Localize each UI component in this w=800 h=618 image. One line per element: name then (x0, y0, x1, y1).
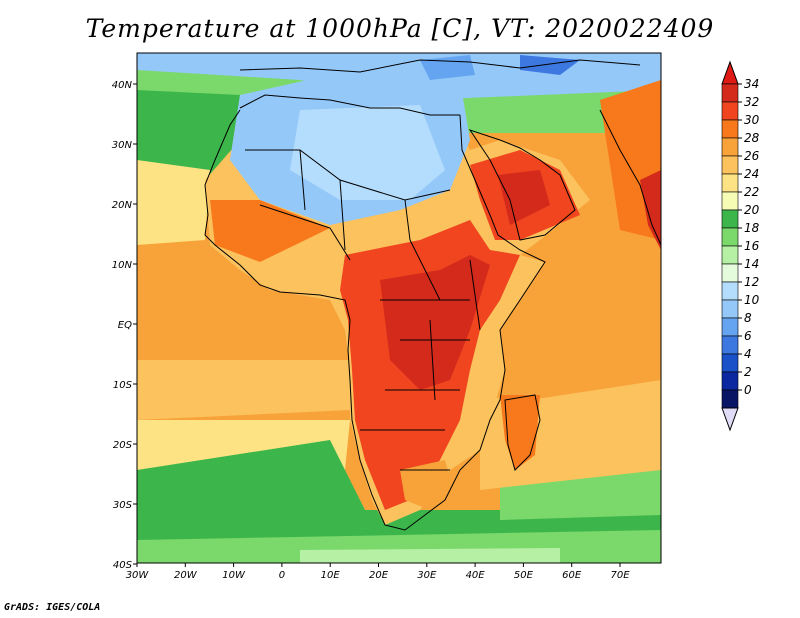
colorbar-swatch (721, 101, 739, 121)
lat-label: 10S (113, 380, 133, 391)
lat-label: 20S (113, 440, 133, 451)
lat-label: 10N (112, 260, 133, 271)
colorbar-swatch (721, 137, 739, 157)
colorbar-label: 22 (744, 185, 759, 199)
colorbar-swatch (721, 263, 739, 283)
colorbar-label: 4 (744, 347, 752, 361)
lat-label: 30S (113, 500, 133, 511)
lat-label: EQ (118, 320, 132, 331)
lat-label: 40N (112, 80, 133, 91)
lon-label: 0 (279, 570, 285, 581)
colorbar-swatch (721, 281, 739, 301)
colorbar-label: 14 (744, 257, 759, 271)
longitude-axis: 30W 20W 10W 0 10E 20E 30E 40E 50E 60E 70E (126, 563, 630, 581)
colorbar-swatch (721, 119, 739, 139)
colorbar-swatch (721, 335, 739, 355)
lon-label: 20E (369, 570, 389, 581)
lon-label: 40E (466, 570, 486, 581)
colorbar-label: 18 (744, 221, 760, 235)
colorbar-swatch (721, 191, 739, 211)
lat-label: 20N (112, 200, 133, 211)
lon-label: 50E (514, 570, 534, 581)
colorbar-swatch (721, 389, 739, 409)
colorbar-swatch (721, 353, 739, 373)
lon-label: 30E (417, 570, 437, 581)
lat-label: 40S (113, 560, 133, 571)
colorbar-swatch (721, 173, 739, 193)
credit-label: GrADS: IGES/COLA (4, 602, 101, 613)
map-frame (136, 52, 662, 564)
colorbar-label: 34 (744, 77, 759, 91)
colorbar-label: 26 (744, 149, 760, 163)
colorbar-swatch (721, 209, 739, 229)
colorbar-label: 10 (744, 293, 760, 307)
colorbar-label: 28 (744, 131, 760, 145)
colorbar-swatch (721, 245, 739, 265)
colorbar-label: 8 (744, 311, 752, 325)
lat-label: 30N (112, 140, 133, 151)
colorbar-bottom-arrow (721, 407, 739, 432)
lon-label: 10E (321, 570, 341, 581)
map-title: Temperature at 1000hPa [C], VT: 20200224… (85, 14, 715, 43)
latitude-axis: 40N 30N 20N 10N EQ 10S 20S 30S 40S (112, 80, 137, 571)
colorbar-label: 24 (744, 167, 759, 181)
colorbar-swatch (721, 299, 739, 319)
lon-label: 20W (174, 570, 198, 581)
lon-label: 30W (126, 570, 150, 581)
lon-label: 10W (222, 570, 246, 581)
colorbar-label: 0 (744, 383, 752, 397)
coastlines (204, 59, 661, 531)
colorbar-label: 2 (744, 365, 752, 379)
colorbar-swatch (721, 83, 739, 103)
colorbar-label: 6 (744, 329, 752, 343)
colorbar-label: 20 (744, 203, 760, 217)
map-fill (137, 53, 661, 563)
colorbar-label: 16 (744, 239, 760, 253)
colorbar-swatch (721, 227, 739, 247)
colorbar-swatch (721, 317, 739, 337)
lon-label: 60E (562, 570, 582, 581)
colorbar-top-arrow (721, 60, 739, 85)
colorbar-label: 32 (744, 95, 759, 109)
colorbar-swatch (721, 155, 739, 175)
colorbar-label: 30 (744, 113, 760, 127)
lon-label: 70E (610, 570, 630, 581)
colorbar-swatch (721, 371, 739, 391)
colorbar-label: 12 (744, 275, 759, 289)
